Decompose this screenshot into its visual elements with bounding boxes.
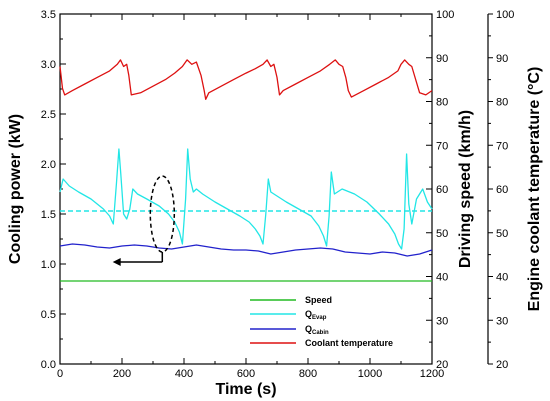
y-right2-tick-label: 90 [496, 53, 508, 65]
annotation-layer [112, 175, 176, 266]
y-axis-right2-title: Engine coolant temperature (°C) [526, 67, 543, 312]
legend-label-qcabin-main: Q [305, 324, 312, 334]
series-line-coolant [59, 59, 433, 100]
series-line-qevap [59, 148, 433, 250]
legend-label-qcabin-sub: Cabin [312, 330, 329, 336]
series-layer [59, 59, 433, 282]
ticks-layer: 0 200 400 600 800 1000 1200 0.0 0.5 1.0 1.5 2.0 2.5 3… [41, 9, 515, 380]
y-left-tick-label: 2.0 [41, 159, 56, 171]
y-left-tick-label: 1.0 [41, 259, 56, 271]
y-right2-tick-label: 100 [496, 9, 514, 21]
y-left-tick-label: 2.5 [41, 109, 56, 121]
y-right1-tick-label: 30 [436, 315, 448, 327]
y-right2-tick-label: 50 [496, 228, 508, 240]
annotation-ellipse [149, 175, 176, 253]
y-right2-tick-label: 80 [496, 97, 508, 109]
y-right1-tick-label: 100 [436, 9, 454, 21]
x-tick-label: 200 [113, 368, 131, 380]
annotation-arrow-head [112, 258, 121, 266]
x-tick-label: 0 [57, 368, 63, 380]
y-right2-tick-label: 40 [496, 272, 508, 284]
legend: Speed QEvap QCabin Coolant temperature [250, 295, 393, 348]
y-right1-tick-label: 20 [436, 359, 448, 371]
y-left-tick-label: 3.5 [41, 9, 56, 21]
series-line-qcabin [59, 243, 433, 257]
y-axis-left-title: Cooling power (kW) [7, 114, 24, 264]
y-right1-tick-label: 40 [436, 272, 448, 284]
y-axis-right1-title: Driving speed (km/h) [457, 110, 474, 268]
y-left-tick-label: 0.0 [41, 359, 56, 371]
x-tick-label: 400 [175, 368, 193, 380]
y-right1-tick-label: 50 [436, 228, 448, 240]
x-tick-label: 1000 [358, 368, 382, 380]
y-left-tick-label: 0.5 [41, 309, 56, 321]
x-tick-label: 600 [237, 368, 255, 380]
y-left-tick-label: 3.0 [41, 59, 56, 71]
y-right1-tick-label: 90 [436, 53, 448, 65]
legend-label-qevap-sub: Evap [312, 315, 327, 321]
y-left-tick-label: 1.5 [41, 209, 56, 221]
y-right2-tick-label: 30 [496, 315, 508, 327]
legend-label-coolant: Coolant temperature [305, 338, 393, 348]
x-tick-label: 1200 [420, 368, 444, 380]
legend-label-qevap: QEvap [305, 309, 327, 321]
y-right2-tick-label: 70 [496, 140, 508, 152]
x-axis-title: Time (s) [215, 381, 276, 398]
legend-label-speed: Speed [305, 295, 332, 305]
y-right2-tick-label: 60 [496, 184, 508, 196]
y-right2-tick-label: 20 [496, 359, 508, 371]
y-right1-tick-label: 60 [436, 184, 448, 196]
y-right1-tick-label: 80 [436, 97, 448, 109]
y-right1-tick-label: 70 [436, 140, 448, 152]
legend-label-qevap-main: Q [305, 309, 312, 319]
legend-label-qcabin: QCabin [305, 324, 329, 336]
x-tick-label: 800 [299, 368, 317, 380]
